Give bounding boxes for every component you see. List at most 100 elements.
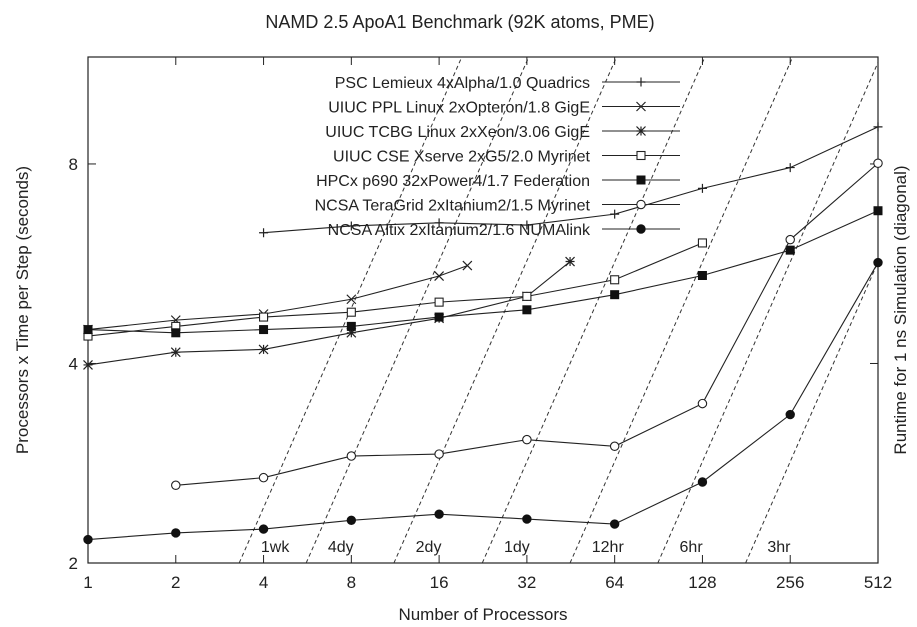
legend-label: PSC Lemieux 4xAlpha/1.0 Quadrics: [335, 75, 590, 92]
x-tick-label: 4: [259, 573, 268, 592]
series-line: [263, 126, 879, 234]
data-point: [83, 534, 93, 545]
diagonal-label: 12hr: [592, 539, 625, 556]
data-point: [434, 312, 444, 322]
data-point: [346, 294, 357, 305]
y-tick-label: 4: [69, 354, 78, 373]
data-point: [258, 472, 269, 483]
data-point: [697, 398, 708, 409]
diagonal-line: [305, 57, 530, 563]
data-point: [785, 245, 795, 255]
y-tick-label: 2: [69, 554, 78, 573]
data-point: [83, 359, 93, 370]
series-group: [83, 122, 883, 545]
diagonal-line: [657, 61, 878, 563]
plot-frame: [87, 56, 879, 564]
x-tick-label: 128: [688, 573, 716, 592]
legend-marker: [636, 199, 646, 210]
legend-entry: UIUC CSE Xserve 2xG5/2.0 Myrinet: [333, 149, 680, 166]
data-point: [785, 234, 795, 245]
diagonal-label: 1dy: [504, 539, 530, 556]
legend-label: UIUC TCBG Linux 2xXeon/3.06 GigE: [325, 124, 590, 141]
data-point: [565, 256, 575, 267]
data-point: [873, 206, 883, 216]
legend-entry: HPCx p690 32xPower4/1.7 Federation: [316, 173, 680, 190]
diagonal-lines: 1wk 4dy 2dy 1dy 12hr 6hr 3hr: [238, 57, 878, 563]
series-2: [83, 260, 473, 335]
data-point: [522, 514, 532, 524]
diagonal-line: [745, 260, 878, 563]
data-point: [697, 238, 707, 248]
x-tick-label: 16: [430, 573, 449, 592]
data-point: [873, 122, 883, 132]
data-point: [258, 344, 269, 355]
legend-entry: NCSA Altix 2xItanium2/1.6 NUMAlink: [328, 222, 680, 239]
x-tick-label: 2: [171, 573, 180, 592]
data-point: [522, 291, 532, 301]
data-point: [522, 220, 532, 230]
legend: PSC Lemieux 4xAlpha/1.0 Quadrics UIUC PPL…: [315, 75, 680, 239]
data-point: [171, 480, 181, 491]
data-point: [170, 347, 181, 358]
data-point: [346, 221, 356, 231]
series-4: [83, 238, 707, 341]
diagonal-label: 1wk: [261, 539, 290, 556]
data-point: [171, 328, 181, 338]
data-point: [258, 524, 269, 534]
series-line: [87, 265, 468, 331]
data-point: [259, 325, 269, 335]
data-point: [697, 270, 707, 280]
legend-marker: [636, 150, 646, 161]
diagonal-label: 6hr: [680, 539, 704, 556]
legend-marker: [636, 175, 646, 185]
legend-label: UIUC PPL Linux 2xOpteron/1.8 GigE: [328, 100, 590, 117]
series-line: [87, 262, 879, 541]
data-point: [346, 307, 356, 317]
legend-label: NCSA TeraGrid 2xItanium2/1.5 Myrinet: [315, 198, 591, 215]
diagonal-label: 3hr: [767, 539, 791, 556]
x-tick-label: 256: [776, 573, 804, 592]
legend-entry: PSC Lemieux 4xAlpha/1.0 Quadrics: [335, 75, 680, 92]
data-point: [462, 260, 473, 271]
legend-label: NCSA Altix 2xItanium2/1.6 NUMAlink: [328, 222, 591, 239]
data-point: [697, 477, 708, 487]
x-tick-label: 8: [347, 573, 356, 592]
y2-axis-label: Runtime for 1 ns Simulation (diagonal): [891, 165, 910, 454]
legend-entry: NCSA TeraGrid 2xItanium2/1.5 Myrinet: [315, 198, 680, 215]
series-7: [83, 257, 883, 545]
data-point: [171, 528, 181, 538]
legend-entry: UIUC PPL Linux 2xOpteron/1.8 GigE: [328, 100, 680, 117]
x-tick-label: 64: [605, 573, 624, 592]
data-point: [434, 218, 444, 228]
data-point: [346, 515, 357, 525]
diagonal-line: [481, 57, 706, 563]
y-tick-label: 8: [69, 155, 78, 174]
series-5: [83, 206, 883, 338]
data-point: [610, 275, 620, 285]
legend-marker: [636, 77, 646, 87]
series-1: [259, 122, 883, 238]
data-point: [434, 297, 444, 307]
legend-label: UIUC CSE Xserve 2xG5/2.0 Myrinet: [333, 149, 591, 166]
x-axis-label: Number of Processors: [398, 605, 567, 624]
data-point: [610, 290, 620, 300]
data-point: [610, 209, 620, 219]
x-tick-label: 32: [517, 573, 536, 592]
data-point: [259, 312, 269, 322]
legend-entry: UIUC TCBG Linux 2xXeon/3.06 GigE: [325, 124, 680, 141]
x-tick-label: 1: [83, 573, 92, 592]
series-line: [87, 242, 703, 337]
data-point: [785, 163, 795, 173]
legend-marker: [636, 101, 646, 112]
data-point: [83, 325, 93, 335]
diagonal-line: [569, 57, 794, 563]
diagonal-label: 2dy: [416, 539, 442, 556]
data-point: [259, 228, 269, 238]
chart-title: NAMD 2.5 ApoA1 Benchmark (92K atoms, PME…: [265, 12, 654, 32]
data-point: [346, 321, 356, 331]
data-point: [609, 441, 620, 452]
data-point: [434, 271, 445, 281]
data-point: [522, 434, 532, 445]
